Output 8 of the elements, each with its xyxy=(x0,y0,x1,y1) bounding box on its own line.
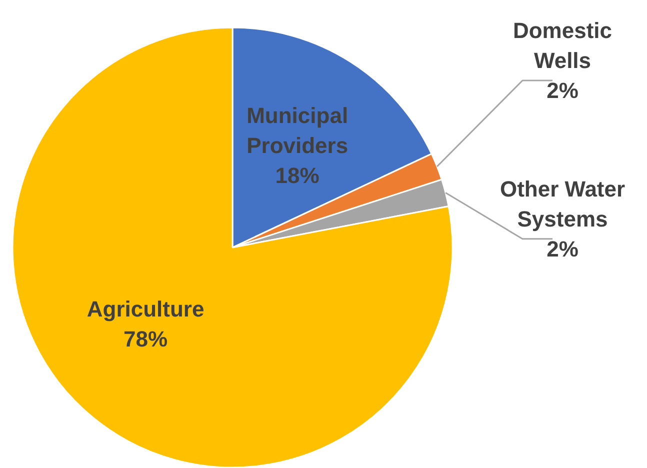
data-label: 18% xyxy=(275,162,320,188)
slice-label: Other Water Systems xyxy=(500,176,626,232)
data-label: 2% xyxy=(546,78,578,103)
slice-label: Domestic Wells xyxy=(512,18,612,73)
data-label: 2% xyxy=(546,236,578,262)
slice-label: Agriculture xyxy=(86,296,204,322)
slice-label: Municipal Providers xyxy=(246,102,348,158)
data-label: 78% xyxy=(124,326,168,352)
